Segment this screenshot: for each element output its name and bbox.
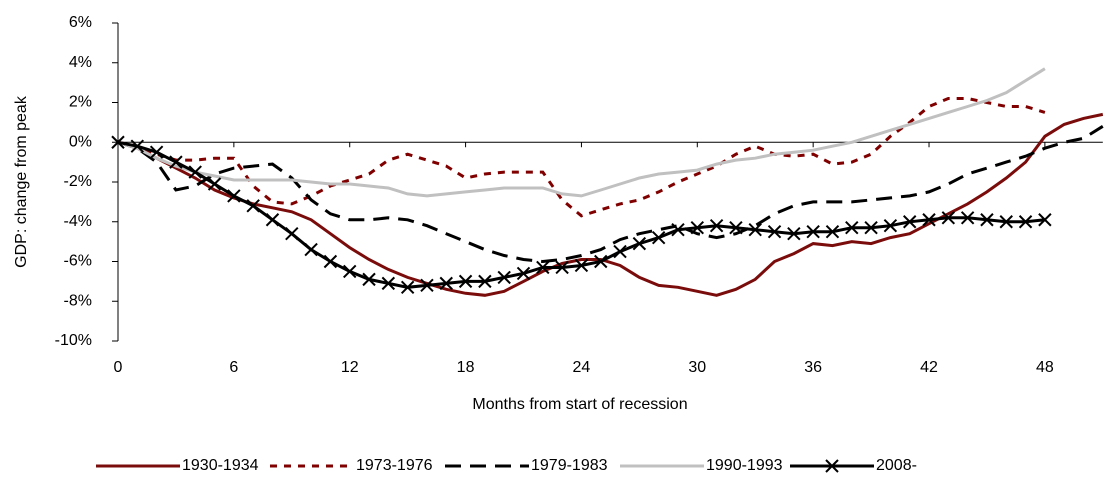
marker <box>671 222 685 237</box>
x-tick-label: 0 <box>114 359 123 376</box>
marker <box>960 211 975 225</box>
x-axis-label: Months from start of recession <box>472 396 687 413</box>
marker <box>709 219 724 233</box>
marker <box>458 274 473 289</box>
marker <box>941 211 956 225</box>
y-tick-label: 2% <box>69 94 92 111</box>
marker <box>149 145 164 159</box>
marker <box>439 276 453 291</box>
x-tick-label: 42 <box>920 359 938 376</box>
marker <box>883 219 898 233</box>
marker <box>304 242 318 257</box>
marker <box>690 221 705 235</box>
marker <box>516 266 531 281</box>
x-tick-label: 48 <box>1036 359 1054 376</box>
marker <box>613 244 627 259</box>
marker <box>574 258 589 273</box>
x-tick-label: 36 <box>804 359 822 376</box>
marker <box>767 224 782 239</box>
series-line <box>117 97 1046 218</box>
marker <box>111 135 125 149</box>
marker <box>227 189 241 203</box>
marker <box>922 213 936 227</box>
marker <box>420 278 434 293</box>
marker <box>188 165 202 179</box>
series-line <box>117 112 1104 297</box>
marker <box>362 272 376 287</box>
marker <box>825 224 840 239</box>
series-line <box>117 67 1046 198</box>
legend-label: 1979-1983 <box>531 457 608 474</box>
marker <box>169 155 183 169</box>
marker <box>478 274 492 289</box>
marker <box>980 213 994 227</box>
y-tick-label: 4% <box>69 54 92 71</box>
marker <box>207 177 222 191</box>
marker <box>594 254 608 269</box>
legend-label: 1973-1976 <box>356 457 433 474</box>
marker <box>400 280 415 295</box>
marker <box>864 221 878 235</box>
marker <box>651 230 666 245</box>
x-tick-label: 24 <box>573 359 591 376</box>
marker <box>825 459 839 473</box>
marker <box>246 199 260 213</box>
marker <box>806 224 820 239</box>
y-tick-label: 0% <box>69 133 92 150</box>
marker <box>323 254 338 269</box>
marker <box>555 260 569 275</box>
marker <box>748 222 762 237</box>
x-tick-label: 12 <box>341 359 359 376</box>
x-tick-label: 30 <box>688 359 706 376</box>
marker <box>1038 213 1052 227</box>
marker <box>536 260 550 275</box>
y-tick-label: 6% <box>69 14 92 31</box>
marker <box>903 215 917 229</box>
marker <box>632 236 647 251</box>
marker <box>497 270 511 285</box>
marker <box>343 264 357 279</box>
x-tick-label: 6 <box>229 359 238 376</box>
marker <box>1018 215 1033 229</box>
series-line <box>117 125 1104 264</box>
y-axis-label: GDP: change from peak <box>13 95 30 268</box>
marker <box>999 215 1013 229</box>
marker <box>265 213 280 227</box>
marker <box>285 226 299 241</box>
legend-label: 1990-1993 <box>706 457 783 474</box>
legend-label: 2008- <box>876 457 917 474</box>
y-tick-label: -8% <box>64 292 92 309</box>
marker <box>729 221 743 235</box>
marker <box>787 226 801 241</box>
marker <box>130 139 145 153</box>
y-tick-label: -2% <box>64 173 92 190</box>
x-tick-label: 18 <box>457 359 475 376</box>
marker <box>845 221 859 235</box>
y-tick-label: -10% <box>55 332 92 349</box>
y-tick-label: -6% <box>64 253 92 270</box>
legend-label: 1930-1934 <box>182 457 259 474</box>
marker <box>381 276 396 291</box>
y-tick-label: -4% <box>64 213 92 230</box>
